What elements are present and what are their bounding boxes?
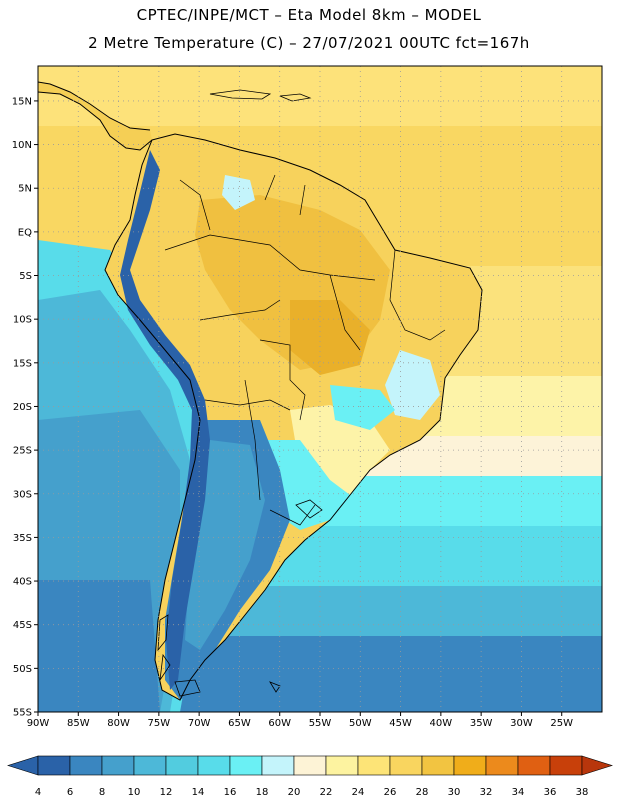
caribbean-island — [209, 89, 272, 100]
colorbar-label: 22 — [320, 787, 333, 798]
colorbar-swatch — [357, 755, 391, 776]
colorbar-swatch — [453, 755, 487, 776]
lon-label: 65W — [228, 718, 251, 729]
lon-label: 45W — [389, 718, 412, 729]
lon-label: 90W — [27, 718, 50, 729]
colorbar-label: 36 — [544, 787, 557, 798]
colorbar-label: 38 — [576, 787, 589, 798]
colorbar-swatch — [37, 755, 71, 776]
lon-label: 30W — [510, 718, 533, 729]
lon-label: 85W — [67, 718, 90, 729]
guiana-highlands — [222, 175, 255, 210]
longitude-labels: 90W 85W 80W 75W 70W 65W 60W 55W 50W 45W 40W 35W 30W 2… — [27, 718, 573, 729]
southern-islands — [157, 614, 281, 697]
colorbar-swatch — [165, 755, 199, 776]
colorbar-label: 20 — [288, 787, 301, 798]
lon-label: 35W — [470, 718, 493, 729]
colorbar-swatch — [421, 755, 455, 776]
lat-label: 45S — [13, 620, 32, 631]
colorbar-swatch — [133, 755, 167, 776]
lat-label: 40S — [13, 577, 32, 588]
colorbar-label: 12 — [160, 787, 173, 798]
colorbar-swatch — [293, 755, 327, 776]
axis-ticks — [34, 100, 563, 716]
colorbar-label: 34 — [512, 787, 525, 798]
lat-label: 20S — [13, 402, 32, 413]
title-line-1: CPTEC/INPE/MCT – Eta Model 8km – MODEL — [136, 6, 482, 24]
lon-label: 55W — [309, 718, 332, 729]
colorbar-label: 30 — [448, 787, 461, 798]
colorbar-low-arrow — [7, 755, 39, 776]
colorbar-swatch — [389, 755, 423, 776]
lat-label: 10N — [12, 140, 32, 151]
colorbar-label: 18 — [256, 787, 269, 798]
colorbar-label: 24 — [352, 787, 365, 798]
colorbar-label: 26 — [384, 787, 397, 798]
central-america-coast-north — [38, 81, 151, 131]
colorbar-swatch — [229, 755, 263, 776]
colorbar-label: 16 — [224, 787, 237, 798]
lat-label: 5S — [19, 271, 32, 282]
colorbar-label: 6 — [67, 787, 73, 798]
colorbar-label: 8 — [99, 787, 105, 798]
lat-label: EQ — [18, 227, 32, 238]
lat-label: 5N — [18, 184, 32, 195]
coastline — [104, 133, 483, 701]
colorbar-swatch — [325, 755, 359, 776]
graticule — [38, 66, 602, 712]
lagoon-outline — [295, 499, 323, 519]
colorbar-labels: 4 6 8 10 12 14 16 18 20 22 24 26 28 30 32 34 36 38 — [35, 787, 589, 798]
lat-label: 35S — [13, 533, 32, 544]
lat-label: 25S — [13, 446, 32, 457]
lon-label: 75W — [148, 718, 171, 729]
colorbar-label: 10 — [128, 787, 141, 798]
colorbar-label: 28 — [416, 787, 429, 798]
caribbean-island — [279, 93, 312, 102]
colorbar-label: 32 — [480, 787, 493, 798]
southeast-highlands — [330, 385, 395, 430]
pacific-colder-region — [38, 580, 160, 712]
lat-label: 10S — [13, 315, 32, 326]
temperature-field — [38, 66, 602, 712]
colorbar-swatch — [69, 755, 103, 776]
central-america-coast — [38, 91, 153, 151]
colorbar-label: 4 — [35, 787, 41, 798]
lon-label: 70W — [188, 718, 211, 729]
colorbar-swatch — [197, 755, 231, 776]
lat-label: 50S — [13, 664, 32, 675]
central-brazil-hot — [290, 300, 370, 375]
colorbar-swatch — [101, 755, 135, 776]
lon-label: 25W — [550, 718, 573, 729]
lon-label: 80W — [107, 718, 130, 729]
lon-label: 40W — [430, 718, 453, 729]
colorbar-swatch — [261, 755, 295, 776]
lat-label: 15N — [12, 96, 32, 107]
colorbar-swatch — [517, 755, 551, 776]
colorbar-high-arrow — [581, 755, 613, 776]
lon-label: 50W — [349, 718, 372, 729]
colorbar-swatch — [549, 755, 583, 776]
lat-label: 30S — [13, 489, 32, 500]
latitude-labels: 15N 10N 5N EQ 5S 10S 15S 20S 25S 30S 35S 40S 45S 50S 5… — [12, 96, 32, 718]
colorbar-swatch — [485, 755, 519, 776]
andes-cold — [120, 150, 210, 690]
colorbar — [7, 755, 613, 776]
lat-label: 55S — [13, 708, 32, 719]
title-line-2: 2 Metre Temperature (C) – 27/07/2021 00U… — [88, 34, 530, 52]
country-borders — [164, 174, 446, 526]
lat-label: 15S — [13, 358, 32, 369]
brazilian-highlands — [385, 350, 440, 420]
lon-label: 60W — [268, 718, 291, 729]
colorbar-label: 14 — [192, 787, 205, 798]
